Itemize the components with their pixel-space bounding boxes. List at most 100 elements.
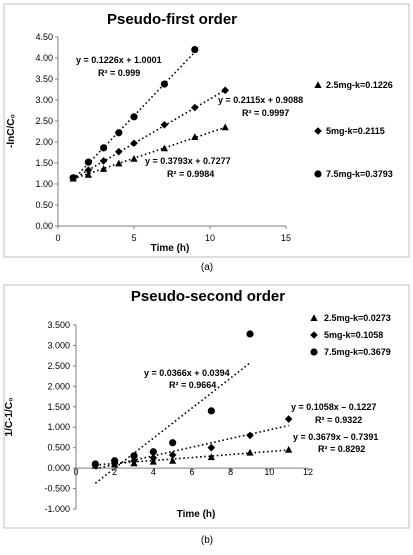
x-tick-label: 5 bbox=[131, 233, 136, 243]
figure-caption: (a) bbox=[201, 262, 213, 273]
data-point bbox=[285, 445, 293, 453]
y-tick-label: 2.50 bbox=[35, 116, 53, 126]
y-tick-label: -1.000 bbox=[44, 504, 70, 514]
y-tick-label: 0.000 bbox=[47, 463, 70, 473]
y-tick-label: 4.00 bbox=[35, 53, 53, 63]
data-point bbox=[115, 159, 123, 167]
data-point bbox=[130, 155, 138, 162]
y-axis-label: 1/C-1/C₀ bbox=[4, 398, 15, 437]
data-point bbox=[130, 113, 138, 121]
y-tick-label: 0.50 bbox=[35, 200, 53, 210]
data-point bbox=[284, 415, 293, 423]
data-point bbox=[246, 330, 254, 338]
legend-label: 5mg-k=0.1058 bbox=[324, 330, 383, 340]
x-tick-label: 0 bbox=[73, 467, 78, 477]
trend-equation: y = 0.1226x + 1.0001 bbox=[76, 55, 162, 65]
data-point bbox=[207, 453, 215, 461]
r-squared: R² = 0.9997 bbox=[242, 108, 289, 118]
data-point bbox=[160, 144, 168, 152]
y-axis-label: -lnC/C₀ bbox=[6, 114, 17, 148]
data-point bbox=[84, 166, 93, 174]
chart-title: Pseudo-first order bbox=[107, 11, 237, 28]
legend-marker bbox=[310, 314, 318, 321]
trendline bbox=[94, 362, 251, 484]
chart-frame bbox=[3, 3, 410, 258]
y-tick-label: 3.500 bbox=[47, 320, 70, 330]
trend-equation: y = 0.3679x – 0.7391 bbox=[293, 432, 378, 442]
x-tick-label: 8 bbox=[228, 467, 233, 477]
data-point bbox=[169, 456, 177, 464]
data-point bbox=[69, 174, 77, 182]
data-point bbox=[149, 448, 157, 456]
data-point bbox=[169, 439, 177, 447]
data-point bbox=[191, 103, 199, 112]
legend-marker bbox=[310, 348, 318, 356]
data-point bbox=[84, 170, 92, 178]
y-tick-label: 1.500 bbox=[47, 402, 70, 412]
chart-title: Pseudo-second order bbox=[131, 288, 285, 305]
x-tick-label: 2 bbox=[112, 467, 117, 477]
legend-marker bbox=[314, 81, 322, 88]
data-point bbox=[160, 80, 168, 88]
legend-marker bbox=[314, 127, 322, 135]
y-tick-label: 3.00 bbox=[35, 95, 53, 105]
y-tick-label: 0.00 bbox=[35, 221, 53, 231]
legend-label: 7.5mg-k=0.3793 bbox=[326, 169, 393, 179]
data-point bbox=[100, 144, 108, 152]
data-point bbox=[130, 452, 138, 460]
y-tick-label: 1.50 bbox=[35, 158, 53, 168]
x-tick-label: 10 bbox=[205, 233, 215, 243]
y-tick-label: 4.50 bbox=[35, 32, 53, 42]
data-point bbox=[191, 46, 199, 54]
y-tick-label: 3.000 bbox=[47, 340, 70, 350]
chart-panel-b: Pseudo-second order Time (h) 1/C-1/C₀ -1.00… bbox=[3, 284, 410, 529]
legend-marker bbox=[310, 331, 318, 339]
r-squared: R² = 0.9664 bbox=[169, 380, 216, 390]
legend-label: 2.5mg-k=0.1226 bbox=[326, 80, 393, 90]
y-tick-label: 2.500 bbox=[47, 361, 70, 371]
x-axis-label: Time (h) bbox=[177, 509, 216, 520]
data-point bbox=[84, 158, 92, 166]
legend-label: 2.5mg-k=0.0273 bbox=[324, 313, 391, 323]
trendline bbox=[72, 126, 226, 180]
data-point bbox=[130, 139, 138, 148]
x-tick-label: 0 bbox=[55, 233, 60, 243]
x-tick-label: 6 bbox=[189, 467, 194, 477]
y-tick-label: 3.50 bbox=[35, 74, 53, 84]
r-squared: R² = 0.999 bbox=[98, 68, 140, 78]
y-tick-label: 2.000 bbox=[47, 381, 70, 391]
trend-equation: y = 0.0366x + 0.0394 bbox=[144, 368, 230, 378]
figure-caption: (b) bbox=[201, 535, 213, 546]
legend-label: 5mg-k=0.2115 bbox=[326, 126, 385, 136]
r-squared: R² = 0.9322 bbox=[315, 415, 362, 425]
x-tick-label: 15 bbox=[281, 233, 291, 243]
data-point bbox=[99, 157, 108, 165]
series-circle: y = 0.3793x + 0.7277 R² = 0.9984 7.5mg-k=0… bbox=[69, 46, 393, 182]
r-squared: R² = 0.8292 bbox=[318, 444, 365, 454]
data-point bbox=[207, 443, 216, 452]
x-tick-label: 4 bbox=[151, 467, 156, 477]
data-point bbox=[111, 457, 119, 465]
data-point bbox=[191, 133, 199, 140]
legend-marker bbox=[314, 170, 322, 178]
data-point bbox=[160, 120, 169, 129]
x-tick-label: 10 bbox=[264, 467, 274, 477]
data-point bbox=[115, 147, 123, 156]
data-point bbox=[115, 129, 123, 137]
data-point bbox=[100, 165, 108, 172]
x-axis-label: Time (h) bbox=[151, 243, 190, 254]
data-point bbox=[221, 86, 229, 95]
data-point bbox=[207, 407, 215, 415]
x-tick-label: 12 bbox=[303, 467, 313, 477]
trend-equation: y = 0.3793x + 0.7277 bbox=[145, 156, 231, 166]
series-diamond: y = 0.1058x – 0.1227 R² = 0.9322 5mg-k=0.1… bbox=[91, 330, 383, 470]
y-tick-label: 1.00 bbox=[35, 179, 53, 189]
data-point bbox=[168, 451, 177, 459]
data-point bbox=[221, 123, 229, 131]
y-tick-label: 2.00 bbox=[35, 137, 53, 147]
y-tick-label: -0.500 bbox=[44, 484, 70, 494]
data-point bbox=[91, 460, 99, 468]
series-triangle: y = 0.1226x + 1.0001 R² = 0.999 2.5mg-k=0.… bbox=[69, 55, 393, 182]
y-tick-label: 0.500 bbox=[47, 443, 70, 453]
